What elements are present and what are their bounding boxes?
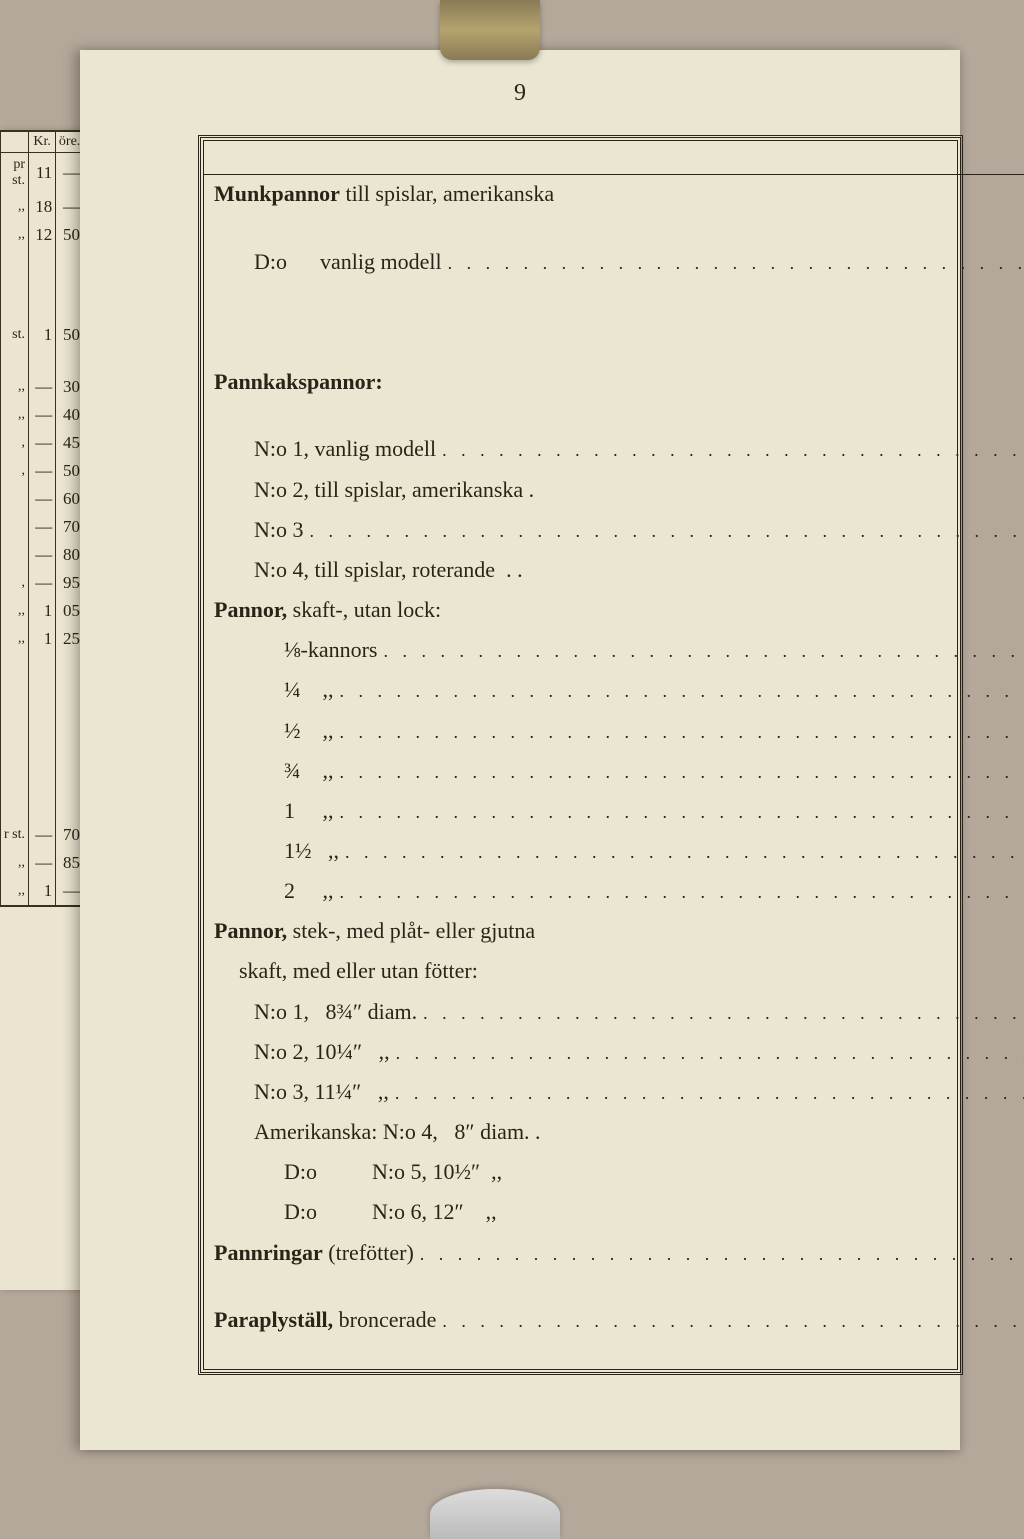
left-row: ,,—40	[1, 401, 85, 429]
table-inner-frame: Kr. öre. Munkpannor till spislar, amerik…	[203, 140, 958, 1370]
left-row: —70	[1, 513, 85, 541]
price-row: N:o 2, 10¼″ ,,. . . . . . . . . . . . . …	[204, 1033, 1024, 1073]
left-row: ,,1250	[1, 221, 85, 249]
left-row	[1, 701, 85, 725]
left-row: ,,125	[1, 625, 85, 653]
price-row: N:o 3, 11¼″ ,,. . . . . . . . . . . . . …	[204, 1073, 1024, 1113]
left-row	[1, 349, 85, 373]
left-row: ,—50	[1, 457, 85, 485]
price-row: ½ ,,. . . . . . . . . . . . . . . . . . …	[204, 712, 1024, 752]
left-row	[1, 797, 85, 821]
left-row: ,—45	[1, 429, 85, 457]
left-row	[1, 249, 85, 273]
price-row: Amerikanska: N:o 4, 8″ diam. .,,—70	[204, 1113, 1024, 1153]
price-row: D:o N:o 5, 10½″ ,,,,115	[204, 1153, 1024, 1193]
left-row: st.150	[1, 321, 85, 349]
price-table: Kr. öre. Munkpannor till spislar, amerik…	[204, 141, 1024, 1369]
left-header-kr: Kr.	[29, 131, 56, 153]
price-row: Pannor, stek-, med plåt- eller gjutna	[204, 912, 1024, 952]
price-row: N:o 2, till spislar, amerikanska .,,1—	[204, 471, 1024, 511]
price-row: skaft, med eller utan fötter:	[204, 952, 1024, 992]
left-row: r st.—70	[1, 821, 85, 849]
left-price-fragment: Kr. öre. pr st.11—,,18—,,1250st.150,,—30…	[0, 130, 85, 907]
left-row	[1, 749, 85, 773]
left-row	[1, 653, 85, 677]
left-row	[1, 273, 85, 297]
price-row: Pannor, skaft-, utan lock:	[204, 591, 1024, 631]
price-row: Pannkakspannor:pr st.	[204, 363, 1024, 431]
price-row: Pannringar (trefötter). . . . . . . . . …	[204, 1234, 1024, 1302]
left-row: ,—95	[1, 569, 85, 597]
left-row	[1, 297, 85, 321]
left-row	[1, 725, 85, 749]
price-row: D:o vanlig modell. . . . . . . . . . . .…	[204, 243, 1024, 283]
price-row: N:o 3. . . . . . . . . . . . . . . . . .…	[204, 511, 1024, 551]
previous-page-edge: Kr. öre. pr st.11—,,18—,,1250st.150,,—30…	[0, 130, 85, 1290]
left-row: ,,—85	[1, 849, 85, 877]
book-clip-top	[440, 0, 540, 60]
book-page: 9 Kr. öre. Munkpannor till spislar, amer…	[80, 50, 960, 1450]
price-row: 1½ ,,. . . . . . . . . . . . . . . . . .…	[204, 832, 1024, 872]
price-row: ¾ ,,. . . . . . . . . . . . . . . . . . …	[204, 752, 1024, 792]
book-clip-bottom	[430, 1489, 560, 1539]
left-row: —80	[1, 541, 85, 569]
price-row: ¼ ,,. . . . . . . . . . . . . . . . . . …	[204, 671, 1024, 711]
price-row: ⅛-kannors. . . . . . . . . . . . . . . .…	[204, 631, 1024, 671]
left-row: ,,1—	[1, 877, 85, 906]
price-row: D:o N:o 6, 12″ ,,,,140	[204, 1193, 1024, 1233]
table-outer-frame: Kr. öre. Munkpannor till spislar, amerik…	[198, 135, 963, 1375]
price-row: N:o 1, vanlig modell. . . . . . . . . . …	[204, 430, 1024, 470]
left-row: ,,105	[1, 597, 85, 625]
left-row: ,,18—	[1, 193, 85, 221]
price-row: Munkpannor till spislar, amerikanskapr s…	[204, 175, 1024, 243]
left-row	[1, 773, 85, 797]
price-row: N:o 4, till spislar, roterande . .,,250	[204, 551, 1024, 591]
left-row	[1, 677, 85, 701]
left-row: —60	[1, 485, 85, 513]
price-row: 1 ,,. . . . . . . . . . . . . . . . . . …	[204, 792, 1024, 832]
left-row: pr st.11—	[1, 153, 85, 194]
price-row: 2 ,,. . . . . . . . . . . . . . . . . . …	[204, 872, 1024, 912]
price-row: N:o 1, 8¾″ diam.. . . . . . . . . . . . …	[204, 993, 1024, 1033]
price-row	[204, 283, 1024, 363]
price-row: Paraplyställ, broncerade. . . . . . . . …	[204, 1301, 1024, 1369]
left-row: ,,—30	[1, 373, 85, 401]
